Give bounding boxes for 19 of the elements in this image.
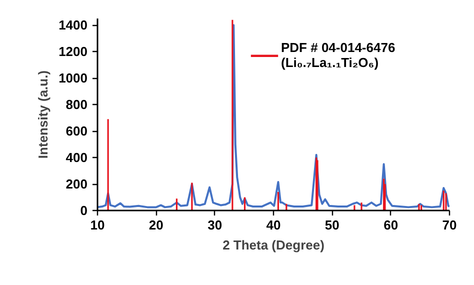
y-tick-label: 600 [66,124,88,139]
y-tick-label: 400 [66,150,88,166]
line-series [98,24,450,208]
y-tick-label: 200 [66,176,88,192]
x-tick-label: 30 [208,218,222,232]
y-tick-label: 1200 [58,44,88,60]
x-tick-label: 70 [442,218,457,232]
y-axis-title: Intensity (a.u.) [36,70,51,159]
x-axis-title: 2 Theta (Degree) [222,238,324,252]
y-tick-label: 1400 [58,18,88,33]
x-tick-label: 60 [384,218,398,232]
y-tick-label: 1000 [58,70,88,86]
legend-label: PDF # 04-014-6476 (Li₀.₇La₁.₁Ti₂O₆) [281,40,396,70]
y-tick-label: 800 [66,97,88,112]
x-tick-label: 10 [90,218,105,232]
x-tick-label: 40 [266,218,281,232]
x-tick-label: 50 [324,218,340,232]
x-tick-label: 20 [148,218,164,232]
y-tick-label: 0 [80,203,88,218]
